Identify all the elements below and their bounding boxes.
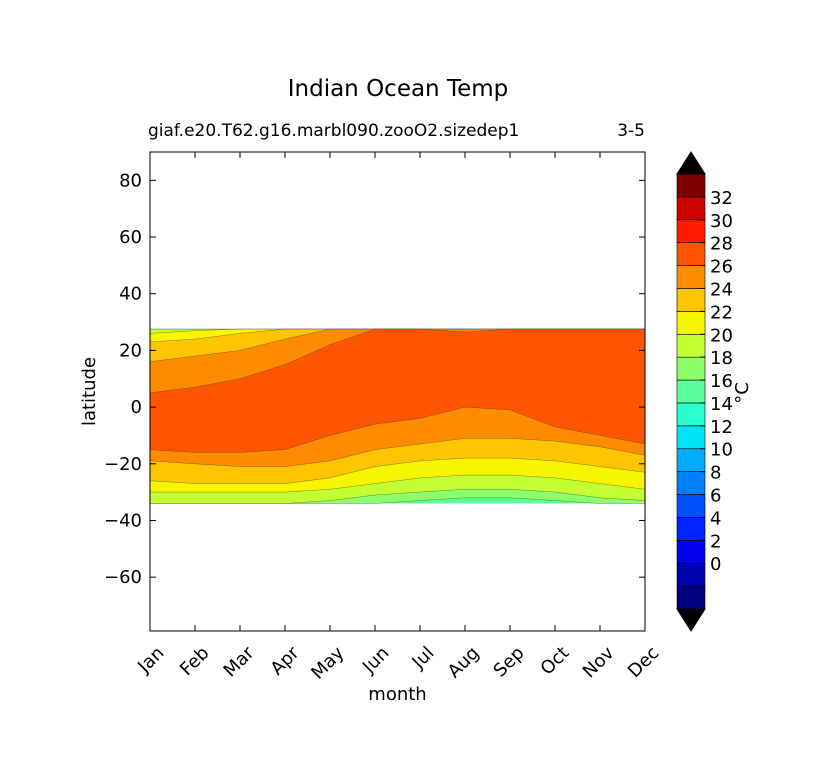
colorbar-tick-label: 2 xyxy=(710,531,721,552)
colorbar-segment xyxy=(676,585,706,610)
y-tick-label: 20 xyxy=(119,340,142,361)
colorbar-tick-label: 6 xyxy=(710,486,721,507)
x-tick-label: Sep xyxy=(490,643,529,682)
colorbar-segment xyxy=(676,242,706,266)
x-tick-label: Mar xyxy=(220,642,259,681)
colorbar-segment xyxy=(676,402,706,427)
colorbar-segment xyxy=(676,448,706,472)
colorbar-tick-label: 18 xyxy=(710,348,733,369)
y-tick-label: −20 xyxy=(104,454,142,475)
colorbar-segment xyxy=(676,517,706,541)
colorbar-segment xyxy=(676,540,706,564)
x-tick-label: Nov xyxy=(579,642,619,682)
x-tick-label: May xyxy=(307,642,348,683)
colorbar-tick-label: 8 xyxy=(710,463,721,484)
chart-subtitle-run: giaf.e20.T62.g16.marbl090.zooO2.sizedep1 xyxy=(148,121,520,141)
x-axis-label: month xyxy=(368,684,426,705)
colorbar-segment xyxy=(676,494,706,518)
colorbar-segment xyxy=(676,265,706,289)
y-tick-label: 40 xyxy=(119,284,142,305)
y-tick-label: 0 xyxy=(131,397,142,418)
x-tick-label: Dec xyxy=(624,643,663,682)
colorbar-tick-label: 24 xyxy=(710,279,733,300)
y-tick-label: 80 xyxy=(119,170,142,191)
y-tick-label: −40 xyxy=(104,510,142,531)
x-tick-label: Jul xyxy=(408,643,439,674)
colorbar-segment xyxy=(676,173,706,198)
colorbar-tick-label: 0 xyxy=(710,554,721,575)
colorbar-segment xyxy=(676,356,706,381)
x-tick-label: Jan xyxy=(133,643,168,678)
chart-subtitle-depth: 3-5 xyxy=(617,121,645,141)
chart-title: Indian Ocean Temp xyxy=(287,76,509,102)
plot-frame xyxy=(149,151,646,632)
colorbar-label: °C xyxy=(732,382,753,404)
x-tick-label: Jun xyxy=(358,643,393,678)
colorbar-segment xyxy=(676,562,706,587)
x-tick-label: Apr xyxy=(267,642,304,679)
contour-fills xyxy=(149,328,646,504)
colorbar-tick-label: 32 xyxy=(710,188,733,209)
colorbar-segment xyxy=(676,425,706,450)
colorbar-extend-max xyxy=(676,151,706,175)
y-tick-label: 60 xyxy=(119,227,142,248)
y-tick-label: −60 xyxy=(104,567,142,588)
colorbar-tick-label: 10 xyxy=(710,440,733,461)
colorbar-tick-label: 22 xyxy=(710,302,733,323)
colorbar-segment xyxy=(676,379,706,404)
y-axis: 80 60 40 20 0 −20 −40 −60 xyxy=(104,170,645,588)
colorbar-segment xyxy=(676,471,706,495)
colorbar-tick-label: 14 xyxy=(710,394,733,415)
colorbar-extend-min xyxy=(676,608,706,632)
colorbar-segment xyxy=(676,333,706,358)
colorbar-segment xyxy=(676,219,706,243)
x-tick-label: Aug xyxy=(444,643,484,683)
colorbar-segment xyxy=(676,196,706,221)
x-tick-label: Oct xyxy=(537,643,574,680)
colorbar-tick-label: 12 xyxy=(710,417,733,438)
x-tick-label: Feb xyxy=(176,643,213,680)
colorbar-segment xyxy=(676,288,706,312)
colorbar-tick-label: 26 xyxy=(710,257,733,278)
colorbar-tick-label: 28 xyxy=(710,234,733,255)
colorbar-segment xyxy=(676,311,706,335)
colorbar-tick-label: 30 xyxy=(710,211,733,232)
y-axis-label: latitude xyxy=(79,357,100,426)
colorbar-tick-label: 20 xyxy=(710,325,733,346)
colorbar-tick-label: 16 xyxy=(710,371,733,392)
colorbar-tick-label: 4 xyxy=(710,508,721,529)
